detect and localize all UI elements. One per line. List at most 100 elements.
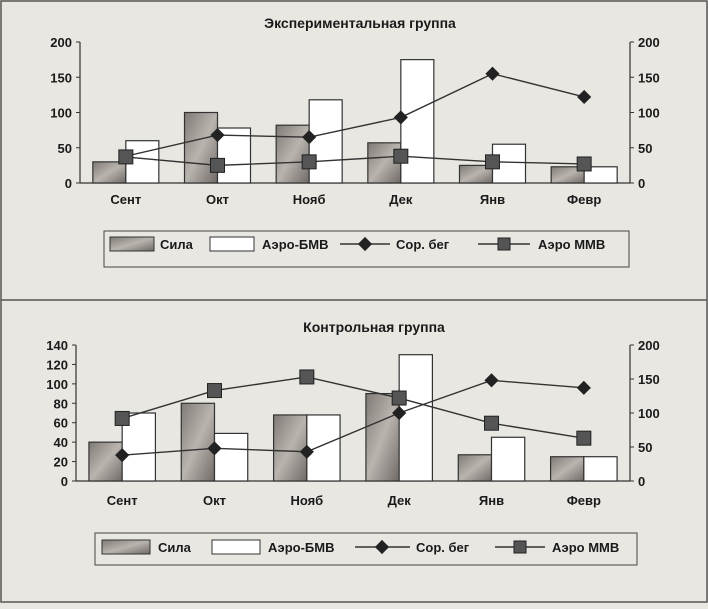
x-tick-label: Окт [206, 192, 229, 207]
point-square [576, 156, 592, 172]
bar-sila [92, 161, 127, 184]
chart-title: Экспериментальная группа [264, 15, 456, 31]
y-tick-label-left: 120 [46, 357, 68, 372]
x-tick-label: Февр [567, 493, 601, 508]
x-tick-label: Янв [480, 192, 505, 207]
point-diamond [484, 373, 499, 388]
y-tick-label-right: 0 [638, 474, 645, 489]
point-square [299, 369, 315, 385]
x-tick-label: Окт [203, 493, 226, 508]
y-tick-label-left: 80 [54, 396, 68, 411]
y-tick-label-left: 100 [50, 106, 72, 121]
y-tick-label-left: 40 [54, 435, 68, 450]
legend-swatch-bar1 [109, 236, 155, 252]
legend-label: Сила [158, 540, 192, 555]
legend-box [94, 532, 638, 566]
y-tick-label-left: 50 [58, 141, 72, 156]
x-tick-label: Дек [389, 192, 413, 207]
bar-aero-bmv [583, 166, 618, 184]
plot-area: 0 50 100 150 200 0 50 100 150 200 Сент Окт Нояб Дек Ян… [50, 35, 659, 207]
point-diamond [392, 405, 407, 421]
point-square [485, 154, 500, 170]
point-diamond [210, 127, 225, 143]
point-square [301, 154, 317, 170]
point-square [114, 410, 130, 426]
series-line-square [121, 376, 584, 439]
y-tick-label-right: 100 [638, 106, 660, 121]
bar-aero-bmv [216, 127, 252, 184]
y-tick-label-right: 150 [638, 70, 660, 85]
legend-label: Аэро-БМВ [262, 237, 329, 252]
bar-aero-bmv [308, 99, 343, 184]
y-tick-label-right: 50 [638, 440, 652, 455]
legend-label: Аэро ММВ [552, 540, 619, 555]
series-line-square [125, 155, 585, 167]
bar-sila [549, 456, 585, 482]
y-tick-label-right: 200 [638, 35, 660, 50]
point-square [210, 157, 225, 173]
legend-swatch-bar2 [209, 236, 255, 252]
point-diamond [577, 89, 592, 105]
legend-marker-square [513, 540, 527, 554]
bar-aero-bmv [213, 432, 249, 482]
y-tick-label-right: 150 [638, 372, 660, 387]
legend-label: Сила [160, 237, 194, 252]
point-square [576, 430, 592, 446]
bar-sila [88, 441, 123, 482]
y-tick-label-left: 20 [54, 455, 68, 470]
y-tick-label-left: 100 [46, 377, 68, 392]
point-diamond [485, 66, 500, 81]
bar-sila [457, 454, 493, 482]
legend-swatch-bar1 [101, 539, 151, 555]
legend-box [103, 230, 630, 268]
y-tick-label-right: 200 [638, 338, 660, 353]
y-tick-label-right: 0 [638, 176, 645, 191]
point-square [484, 415, 499, 431]
point-diamond [393, 110, 408, 125]
y-tick-label-left: 200 [50, 35, 72, 50]
y-tick-label-left: 150 [50, 70, 72, 85]
x-tick-label: Янв [479, 493, 504, 508]
point-square [393, 148, 409, 164]
bar-aero-bmv [490, 436, 526, 482]
point-diamond [302, 130, 317, 145]
legend-marker-diamond [357, 236, 373, 252]
plot-area: 0 20 40 60 80 100 120 140 0 50 100 150 200 Сент Окт Ноя… [46, 338, 659, 508]
y-tick-label-left: 0 [65, 176, 72, 191]
legend-marker-diamond [374, 539, 390, 555]
point-diamond [299, 444, 314, 459]
y-tick-label-left: 60 [54, 416, 68, 431]
bar-aero-bmv [306, 414, 341, 482]
series-line-diamond [122, 379, 584, 456]
x-tick-label: Нояб [293, 192, 326, 207]
x-tick-label: Февр [567, 192, 601, 207]
x-tick-label: Нояб [290, 493, 323, 508]
x-tick-label: Сент [110, 192, 141, 207]
bar-aero-bmv [400, 59, 435, 184]
y-tick-label-right: 100 [638, 406, 660, 421]
point-diamond [115, 448, 130, 463]
legend-label: Аэро-БМВ [268, 540, 335, 555]
bar-sila [272, 414, 308, 482]
legend-marker-square [497, 237, 511, 251]
bar-sila [180, 402, 216, 482]
bar-aero-bmv [583, 456, 618, 482]
legend: Сила Аэро-БМВ Сор. бег Аэро ММВ [101, 539, 619, 555]
bar-sila [365, 392, 400, 482]
x-tick-label: Сент [107, 493, 138, 508]
chart-title: Контрольная группа [303, 319, 445, 335]
y-tick-label-left: 0 [61, 474, 68, 489]
y-tick-label-left: 140 [46, 338, 68, 353]
legend: Сила Аэро-БМВ Сор. бег Аэро ММВ [109, 236, 605, 252]
bar-aero-bmv [398, 354, 434, 482]
point-square [118, 149, 134, 165]
point-diamond [576, 380, 591, 395]
y-tick-label-right: 50 [638, 141, 652, 156]
chart-panel-experimental: Экспериментальная группа 0 50 100 150 200 0 50… [50, 15, 660, 268]
bar-sila [275, 124, 310, 184]
point-square [207, 383, 222, 399]
series-line-diamond [125, 72, 585, 157]
legend-label: Сор. бег [416, 540, 470, 555]
